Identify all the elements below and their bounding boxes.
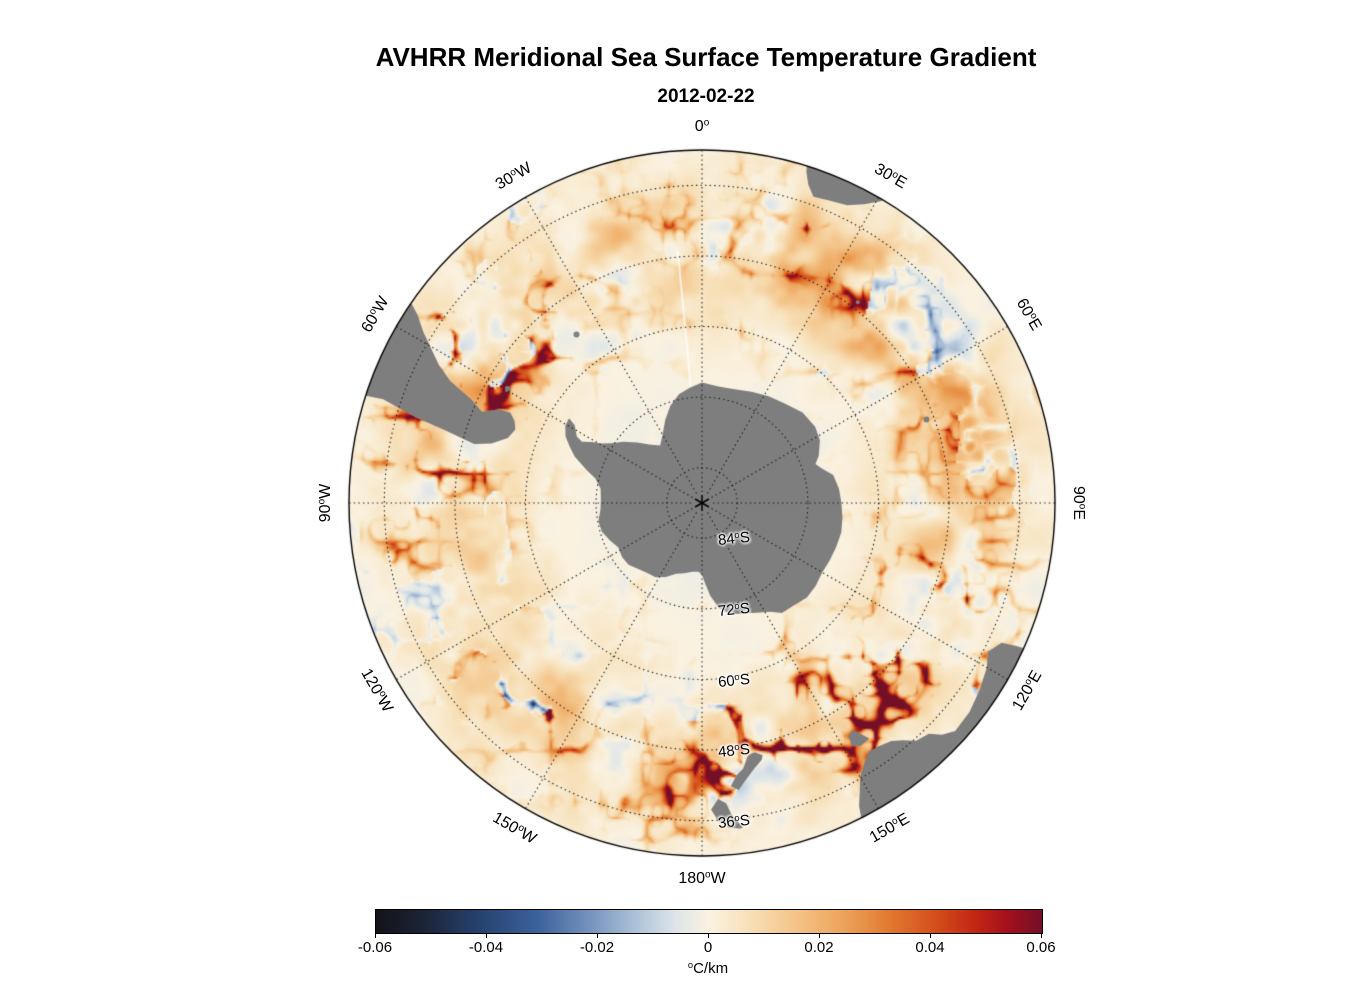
colorbar-tick-label: -0.06: [357, 939, 393, 956]
chart-date-subtitle: 2012-02-22: [657, 86, 755, 107]
polar-map: 0o 30oE 60oE 90oE 120oE 150oE 180oW 150oW 120oW 9…: [316, 118, 1087, 887]
lon-label-0: 0o: [694, 117, 710, 135]
colorbar-unit-label: oC/km: [687, 959, 729, 977]
colorbar-tickmark: [597, 933, 598, 938]
colorbar-tick-label: 0: [703, 939, 713, 956]
chart-title: AVHRR Meridional Sea Surface Temperature…: [375, 42, 1037, 72]
lon-label-90: 90oE: [1070, 486, 1088, 520]
colorbar-tickmark: [375, 933, 376, 938]
colorbar: [375, 909, 1043, 934]
lon-label--90: 90oW: [316, 483, 334, 523]
colorbar-tickmark: [819, 933, 820, 938]
colorbar-tick-label: 0.06: [1026, 939, 1056, 956]
lat-label-72s: 72oS: [717, 599, 751, 620]
lat-label-36s: 36oS: [717, 811, 751, 832]
colorbar-tick-label: 0.04: [915, 939, 945, 956]
lat-label-60s: 60oS: [717, 670, 751, 691]
colorbar-tick-label: 0.02: [804, 939, 834, 956]
colorbar-tickmark: [486, 933, 487, 938]
colorbar-tick-label: -0.02: [579, 939, 615, 956]
map-overlay-canvas: [346, 147, 1058, 859]
colorbar-tickmark: [1041, 933, 1042, 938]
colorbar-tickmark: [930, 933, 931, 938]
colorbar-tickmark: [708, 933, 709, 938]
lon-label-180: 180oW: [678, 869, 726, 887]
colorbar-tick-label: -0.04: [468, 939, 504, 956]
lat-label-48s: 48oS: [717, 740, 751, 762]
